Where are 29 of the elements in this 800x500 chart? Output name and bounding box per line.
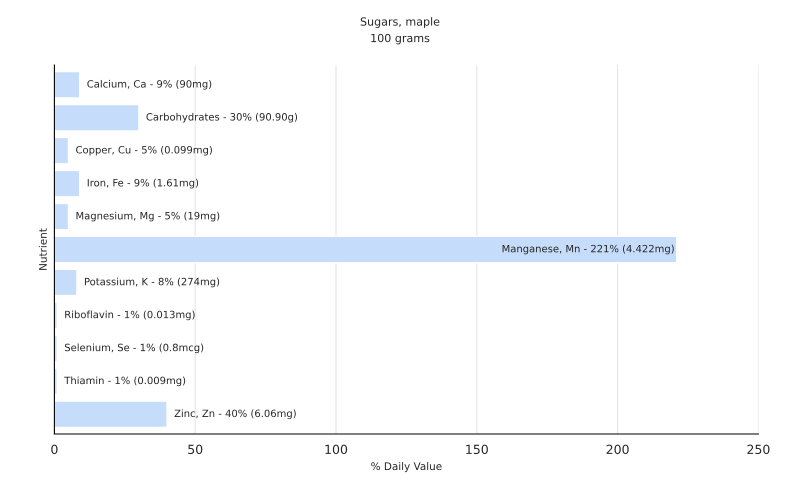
chart-title: Sugars, maple: [360, 17, 440, 28]
y-tick-label: Manganese, Mn - 221% (4.422mg): [502, 244, 674, 254]
bar: [54, 136, 70, 165]
x-tick-label: 0: [51, 444, 58, 454]
y-tick-label: Iron, Fe - 9% (1.61mg): [88, 178, 198, 188]
y-tick-label: Thiamin - 1% (0.009mg): [64, 376, 186, 386]
y-tick-label: Magnesium, Mg - 5% (19mg): [76, 212, 220, 222]
x-tick-label: 200: [606, 444, 629, 454]
bar: [54, 104, 140, 132]
y-tick-label: Potassium, K - 8% (274mg): [84, 278, 220, 288]
y-axis-title: Nutrient: [38, 228, 47, 270]
y-tick-label: Carbohydrates - 30% (90.90g): [146, 112, 298, 123]
bar: [54, 400, 168, 428]
bar: [54, 70, 80, 99]
x-tick-label: 250: [747, 444, 770, 454]
chart-subtitle: 100 grams: [371, 34, 430, 44]
bar: [54, 268, 78, 296]
y-tick-label: Riboflavin - 1% (0.013mg): [65, 310, 195, 320]
x-axis-title: % Daily Value: [371, 462, 442, 472]
x-tick-label: 150: [466, 444, 488, 454]
y-tick-label: Calcium, Ca - 9% (90mg): [87, 80, 212, 90]
y-tick-label: Copper, Cu - 5% (0.099mg): [76, 146, 212, 156]
x-tick-label: 50: [188, 444, 202, 454]
y-tick-label: Selenium, Se - 1% (0.8mcg): [64, 344, 204, 354]
bar: [54, 236, 678, 264]
bar: [54, 170, 80, 198]
y-tick-label: Zinc, Zn - 40% (6.06mg): [174, 409, 296, 420]
bar: [54, 202, 70, 230]
x-tick-label: 100: [325, 444, 348, 454]
